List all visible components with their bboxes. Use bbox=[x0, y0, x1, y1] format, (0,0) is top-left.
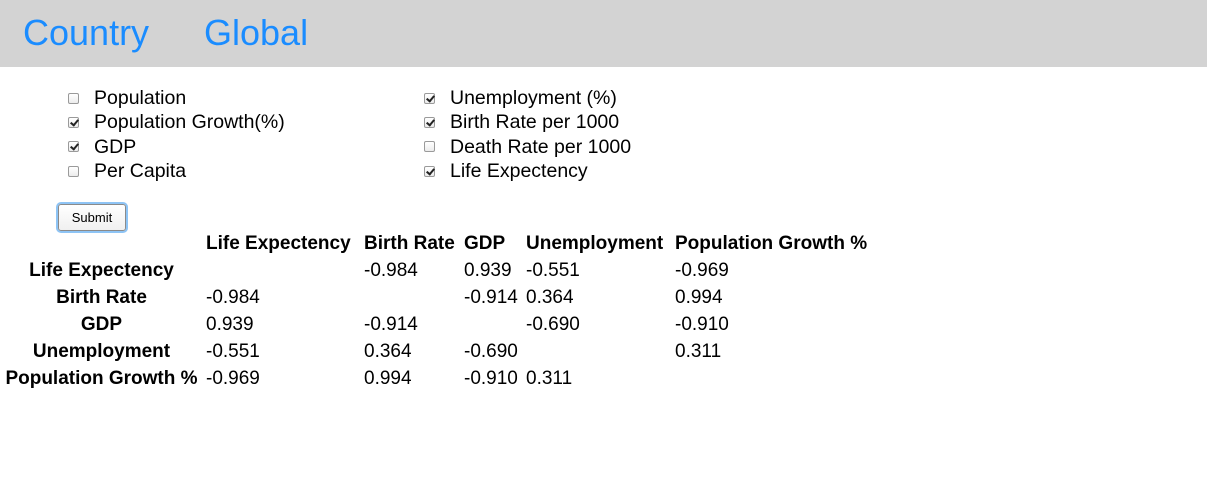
option-unemployment[interactable]: Unemployment (%) bbox=[424, 86, 744, 110]
table-cell: -0.969 bbox=[206, 367, 260, 389]
option-label: Per Capita bbox=[94, 160, 187, 183]
column-header: Population Growth % bbox=[675, 232, 868, 254]
options-column-right: Unemployment (%) Birth Rate per 1000 Dea… bbox=[424, 86, 744, 183]
option-death-rate[interactable]: Death Rate per 1000 bbox=[424, 135, 744, 159]
table-header: Life Expectency Birth Rate GDP Unemploym… bbox=[0, 230, 878, 257]
table-cell: -0.969 bbox=[675, 259, 729, 281]
table-cell: -0.551 bbox=[526, 259, 580, 281]
header-row: Life Expectency Birth Rate GDP Unemploym… bbox=[0, 230, 878, 257]
checkbox-population-growth[interactable] bbox=[68, 116, 79, 128]
table-cell: 0.994 bbox=[364, 367, 412, 389]
table-cell: -0.690 bbox=[526, 313, 580, 335]
column-header: Unemployment bbox=[526, 232, 664, 254]
column-header: GDP bbox=[464, 232, 506, 254]
row-header: Life Expectency bbox=[29, 259, 174, 281]
submit-button[interactable]: Submit bbox=[58, 204, 126, 231]
row-header: Population Growth % bbox=[5, 367, 198, 389]
table-row: GDP 0.939 -0.914 -0.690 -0.910 bbox=[0, 311, 878, 338]
checkbox-unemployment[interactable] bbox=[424, 92, 435, 104]
top-navbar: Country Global bbox=[0, 0, 1207, 67]
row-header: Birth Rate bbox=[56, 286, 147, 308]
table-cell: 0.364 bbox=[526, 286, 574, 308]
table-cell bbox=[523, 338, 672, 365]
option-label: Unemployment (%) bbox=[450, 87, 617, 110]
table-cell: -0.910 bbox=[464, 367, 518, 389]
table-cell: -0.551 bbox=[206, 340, 260, 362]
table-cell bbox=[203, 257, 361, 284]
table-cell bbox=[461, 311, 523, 338]
checkbox-per-capita[interactable] bbox=[68, 165, 79, 177]
nav-link-global[interactable]: Global bbox=[204, 12, 309, 53]
table-cell: 0.939 bbox=[206, 313, 254, 335]
row-header: Unemployment bbox=[32, 340, 171, 362]
checkbox-birth-rate[interactable] bbox=[424, 116, 435, 128]
table-cell: -0.914 bbox=[364, 313, 418, 335]
table-cell: -0.910 bbox=[675, 313, 729, 335]
table-cell bbox=[361, 284, 461, 311]
option-population-growth[interactable]: Population Growth(%) bbox=[68, 110, 388, 134]
option-label: GDP bbox=[94, 135, 137, 158]
option-label: Population Growth(%) bbox=[94, 111, 285, 134]
table-cell: 0.311 bbox=[675, 340, 722, 362]
table-row: Unemployment -0.551 0.364 -0.690 0.311 bbox=[0, 338, 878, 365]
checkbox-population[interactable] bbox=[68, 92, 79, 104]
table-cell: 0.311 bbox=[526, 367, 573, 389]
options-column-left: Population Population Growth(%) GDP Per … bbox=[68, 86, 388, 183]
option-birth-rate[interactable]: Birth Rate per 1000 bbox=[424, 110, 744, 134]
table-row: Birth Rate -0.984 -0.914 0.364 0.994 bbox=[0, 284, 878, 311]
checkbox-gdp[interactable] bbox=[68, 141, 79, 153]
checkbox-life-expectency[interactable] bbox=[424, 165, 435, 177]
table-cell: 0.994 bbox=[675, 286, 723, 308]
table-body: Life Expectency -0.984 0.939 -0.551 -0.9… bbox=[0, 257, 878, 392]
table-cell: 0.364 bbox=[364, 340, 412, 362]
checkbox-death-rate[interactable] bbox=[424, 141, 435, 153]
option-life-expectency[interactable]: Life Expectency bbox=[424, 159, 744, 183]
option-label: Birth Rate per 1000 bbox=[450, 111, 620, 134]
option-gdp[interactable]: GDP bbox=[68, 135, 388, 159]
table-row: Population Growth % -0.969 0.994 -0.910 … bbox=[0, 365, 878, 392]
option-population[interactable]: Population bbox=[68, 86, 388, 110]
option-label: Life Expectency bbox=[450, 160, 588, 183]
table-row: Life Expectency -0.984 0.939 -0.551 -0.9… bbox=[0, 257, 878, 284]
column-header bbox=[0, 230, 203, 257]
row-header: GDP bbox=[80, 313, 123, 335]
table-cell bbox=[672, 365, 878, 392]
nav-link-country[interactable]: Country bbox=[23, 12, 150, 53]
column-header: Birth Rate bbox=[364, 232, 455, 254]
table-cell: -0.984 bbox=[206, 286, 260, 308]
column-header: Life Expectency bbox=[206, 232, 351, 254]
option-per-capita[interactable]: Per Capita bbox=[68, 159, 388, 183]
table-cell: -0.984 bbox=[364, 259, 418, 281]
option-label: Death Rate per 1000 bbox=[450, 135, 632, 158]
option-label: Population bbox=[94, 87, 187, 110]
table-cell: -0.690 bbox=[464, 340, 518, 362]
correlation-table: Life Expectency Birth Rate GDP Unemploym… bbox=[0, 230, 878, 392]
table-cell: -0.914 bbox=[464, 286, 518, 308]
table-cell: 0.939 bbox=[464, 259, 512, 281]
